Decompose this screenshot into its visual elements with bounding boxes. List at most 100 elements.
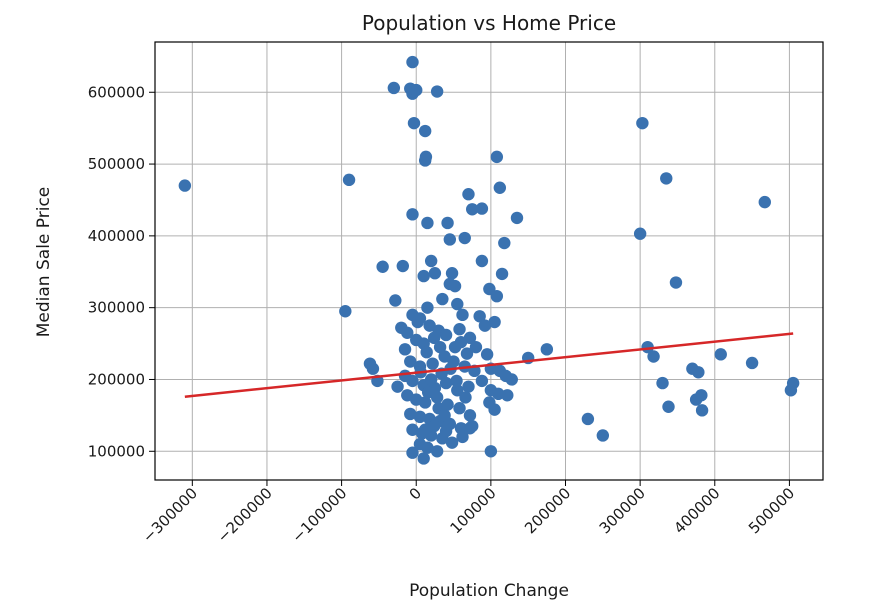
grid-lines [155, 42, 823, 480]
data-point [406, 446, 419, 459]
x-tick-label: 0 [406, 484, 425, 503]
data-point [421, 386, 435, 399]
data-point [420, 345, 433, 359]
data-point [410, 83, 423, 97]
data-point [453, 323, 466, 336]
data-point [505, 373, 518, 386]
data-point [404, 407, 417, 421]
trend-line [184, 332, 794, 398]
data-point [475, 254, 489, 268]
data-point [484, 445, 498, 458]
data-point [387, 81, 401, 95]
data-point [669, 276, 683, 289]
plot-frame [154, 41, 824, 481]
data-point [401, 326, 414, 340]
data-point [488, 315, 501, 329]
data-point [662, 400, 675, 413]
x-tick-label: −100000 [288, 484, 350, 546]
data-point [469, 340, 483, 354]
data-point [430, 85, 444, 98]
data-point [342, 173, 356, 187]
x-tick-label: 100000 [446, 484, 499, 537]
data-point [488, 403, 501, 416]
data-point [391, 380, 404, 393]
y-tick-label: 400000 [88, 227, 145, 245]
data-point [490, 289, 504, 303]
data-point [339, 305, 352, 318]
data-point [411, 315, 424, 329]
data-point [456, 430, 469, 444]
data-point [433, 340, 447, 354]
data-points [178, 55, 800, 465]
data-point [633, 227, 647, 240]
data-point [428, 267, 442, 280]
data-point [453, 401, 466, 415]
data-point [417, 452, 430, 465]
data-point [450, 374, 463, 388]
data-point [466, 203, 479, 216]
data-point [418, 423, 432, 436]
data-point [443, 233, 457, 246]
data-point [480, 348, 494, 361]
data-point [441, 216, 454, 230]
data-point [178, 179, 192, 192]
data-point [413, 410, 427, 424]
data-point [439, 328, 453, 342]
data-point [540, 343, 554, 356]
data-point [427, 331, 441, 345]
data-point [404, 355, 417, 368]
data-point [430, 445, 444, 458]
data-point [462, 380, 475, 393]
x-tick-label: 300000 [596, 484, 649, 537]
data-point [745, 356, 759, 370]
data-point [475, 374, 489, 388]
x-tick-label: 200000 [521, 484, 574, 537]
y-tick-label: 600000 [88, 83, 145, 101]
y-axis-ticks: 100000 200000 300000 400000 500000 600000 [88, 83, 155, 460]
data-point [498, 236, 511, 250]
data-point [445, 436, 459, 449]
data-point [459, 391, 472, 404]
data-point [495, 267, 509, 281]
data-point [406, 55, 419, 69]
x-axis-label: Population Change [409, 581, 569, 601]
data-point [419, 150, 433, 164]
data-point [463, 422, 477, 435]
data-point [406, 208, 419, 221]
trend-line-group [184, 332, 794, 398]
data-point [421, 441, 434, 454]
x-tick-label: 400000 [670, 484, 723, 537]
data-point [475, 202, 489, 215]
data-point [456, 308, 469, 322]
data-point [695, 389, 708, 402]
data-point [451, 384, 464, 397]
y-axis-label: Median Sale Price [34, 187, 54, 338]
data-point [647, 350, 660, 363]
data-point [478, 319, 492, 332]
data-point [389, 294, 402, 307]
data-point [445, 267, 459, 280]
y-tick-label: 200000 [88, 370, 145, 388]
data-point [641, 340, 654, 354]
data-point [438, 409, 451, 422]
data-point [406, 374, 419, 388]
y-tick-label: 100000 [88, 442, 145, 460]
data-point [418, 124, 432, 138]
y-tick-label: 300000 [88, 299, 145, 317]
data-point [421, 216, 434, 230]
data-point [454, 335, 468, 349]
data-point [695, 404, 709, 417]
data-point [462, 188, 475, 201]
x-tick-label: −300000 [139, 484, 201, 546]
data-point [493, 181, 507, 194]
data-point [786, 376, 800, 390]
data-point [439, 424, 453, 438]
data-point [417, 269, 430, 283]
data-point [596, 429, 610, 442]
data-point [396, 259, 409, 273]
y-tick-label: 500000 [88, 155, 145, 173]
chart-title: Population vs Home Price [362, 11, 616, 35]
data-point [636, 116, 649, 130]
data-point [581, 412, 595, 426]
